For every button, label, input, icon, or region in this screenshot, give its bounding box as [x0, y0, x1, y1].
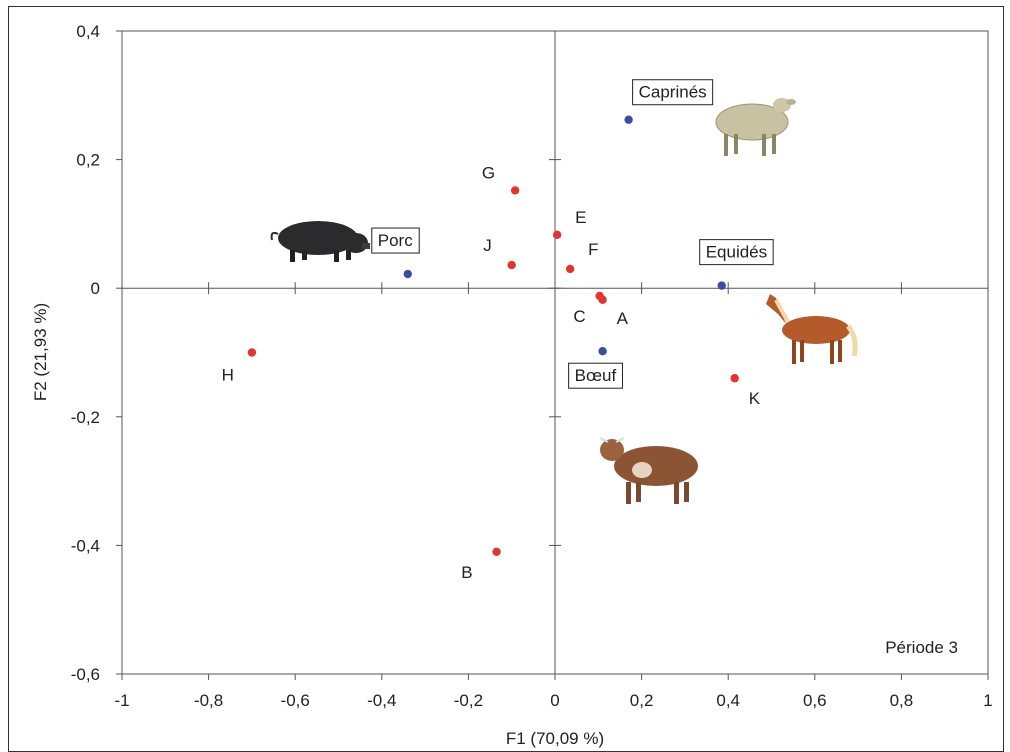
x-tick-label: -0,8	[194, 691, 223, 710]
goat-icon	[715, 98, 796, 156]
site-point	[565, 264, 575, 274]
site-label: J	[483, 236, 492, 255]
x-tick-label: -1	[114, 691, 129, 710]
period-annotation: Période 3	[885, 638, 958, 657]
x-tick-label: 0,6	[803, 691, 827, 710]
animal-label: Caprinés	[639, 83, 707, 102]
animal-point	[598, 347, 607, 356]
site-label: H	[222, 366, 234, 385]
y-tick-marks	[116, 30, 561, 675]
animal-label-box	[371, 227, 420, 254]
site-label: K	[749, 389, 761, 408]
y-tick-label: 0,4	[76, 22, 100, 41]
x-tick-label: -0,2	[454, 691, 483, 710]
animal-label-box	[568, 362, 623, 389]
horse-icon	[766, 294, 858, 364]
x-tick-label: 0,8	[890, 691, 914, 710]
y-axis-title: F2 (21,93 %)	[31, 303, 50, 401]
site-point	[730, 374, 739, 383]
y-tick-labels: -0,6 -0,4 -0,2 0 0,2 0,4	[71, 22, 100, 684]
y-tick-label: -0,2	[71, 408, 100, 427]
animal-label-box	[632, 79, 714, 106]
y-tick-label: 0	[91, 279, 100, 298]
data-points: A B C EF G H J K Caprinés Porc Equidés Bœuf	[222, 79, 774, 582]
x-tick-label: -0,6	[281, 691, 310, 710]
site-label: G	[482, 163, 495, 182]
site-label: A	[617, 309, 629, 328]
x-tick-label: 0	[550, 691, 559, 710]
animal-label: Bœuf	[575, 366, 617, 385]
x-tick-labels: -1 -0,8 -0,6 -0,4 -0,2 0 0,2 0,4 0,6 0,8 1	[114, 691, 992, 710]
site-label: F	[588, 240, 598, 259]
x-tick-label: 0,4	[716, 691, 740, 710]
site-point	[595, 291, 604, 301]
site-point	[552, 230, 562, 240]
y-tick-label: 0,2	[76, 151, 100, 170]
animal-label-box	[699, 239, 774, 266]
animal-point	[403, 269, 412, 279]
x-axis-title: F1 (70,09 %)	[506, 729, 604, 748]
site-point	[492, 547, 501, 557]
site-label: B	[461, 563, 472, 582]
site-label: E	[575, 208, 586, 227]
cow-icon	[599, 437, 698, 504]
x-tick-label: 0,2	[630, 691, 654, 710]
animal-point	[717, 281, 726, 290]
site-point	[507, 260, 516, 270]
site-point	[247, 348, 257, 357]
animal-point	[624, 115, 633, 124]
y-tick-label: -0,6	[71, 665, 100, 684]
animal-label: Porc	[378, 231, 413, 250]
animal-label: Equidés	[706, 243, 767, 262]
x-tick-label: -0,4	[367, 691, 396, 710]
pig-icon	[270, 221, 370, 262]
x-tick-label: 1	[983, 691, 992, 710]
site-label: C	[573, 307, 585, 326]
site-point	[510, 186, 520, 195]
y-tick-label: -0,4	[71, 536, 100, 555]
